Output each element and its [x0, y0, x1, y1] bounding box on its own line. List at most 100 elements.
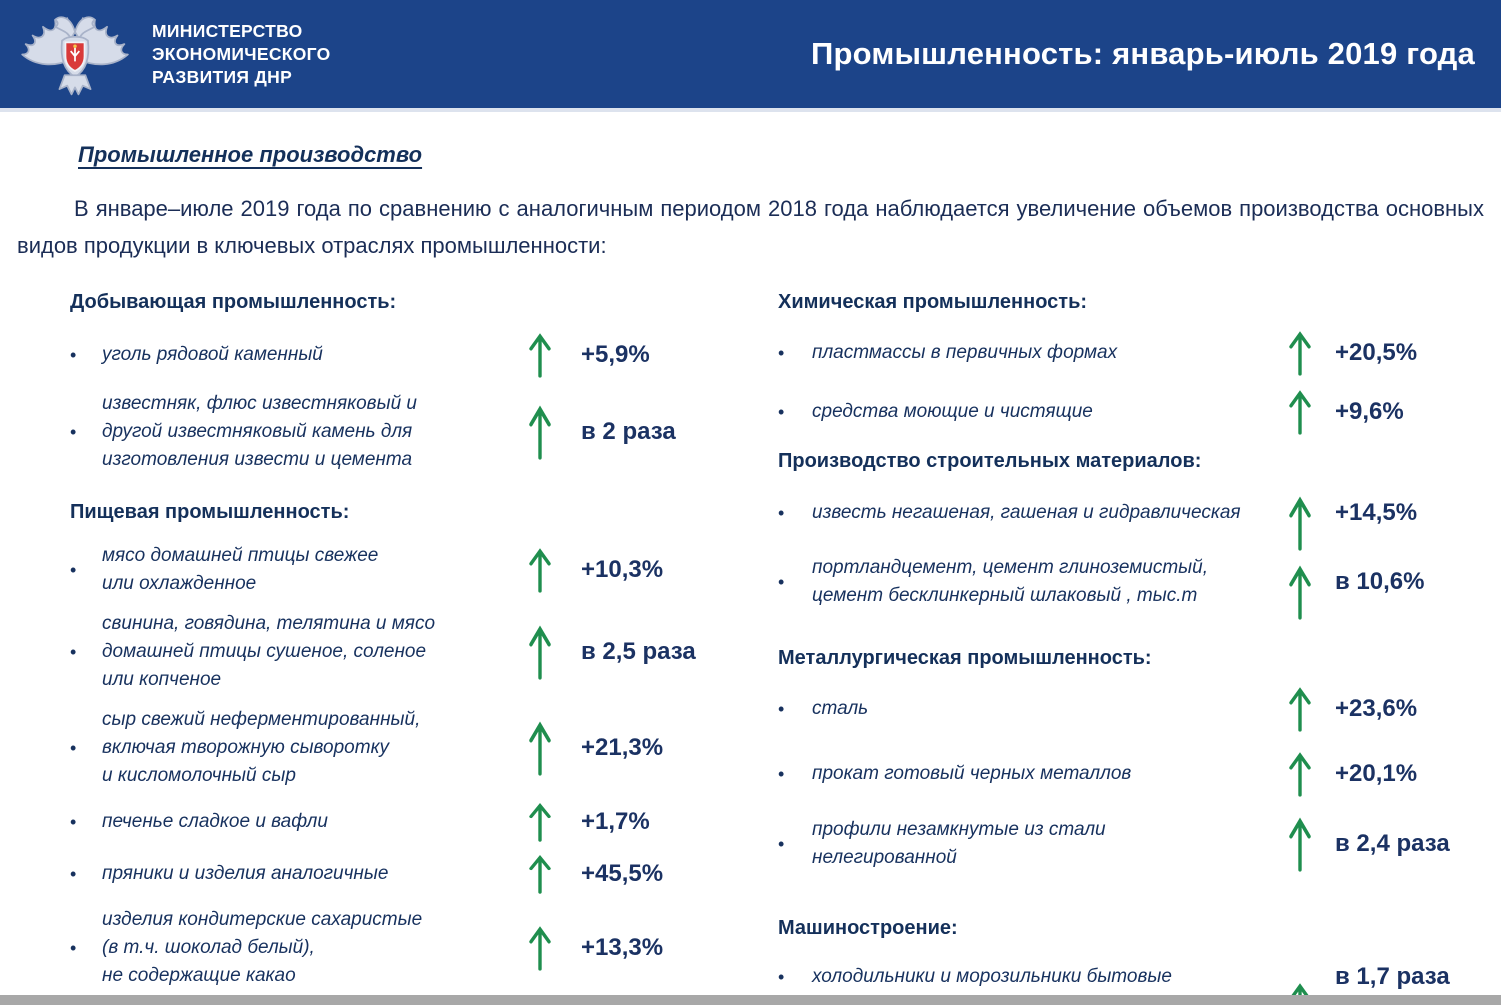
item-value: +9,6%	[1335, 398, 1404, 425]
section-metallurgy: Металлургическая промышленность: • сталь…	[778, 646, 1501, 872]
up-arrow-icon	[1287, 389, 1329, 435]
item-text: свинина, говядина, телятина и мясо домаш…	[102, 613, 436, 690]
item-text: сыр свежий неферментированный, включая т…	[102, 709, 421, 786]
item-text: печенье сладкое и вафли	[102, 811, 328, 832]
item-value: +21,3%	[581, 734, 664, 761]
up-arrow-icon	[527, 720, 575, 776]
item-value: +45,5%	[581, 860, 664, 887]
list-item: • свинина, говядина, телятина и мясо дом…	[70, 610, 710, 694]
item-text: профили незамкнутые из стали нелегирован…	[812, 819, 1106, 868]
bullet-dot: •	[70, 864, 77, 884]
item-value: +13,3%	[581, 934, 664, 961]
up-arrow-icon	[1287, 982, 1329, 1005]
bullet-dot: •	[70, 738, 77, 758]
bullet-dot: •	[70, 560, 77, 580]
item-value: +20,1%	[1335, 760, 1418, 787]
left-column: Добывающая промышленность: • уголь рядов…	[70, 264, 710, 1002]
list-item: • печенье сладкое и вафли +1,7%	[70, 802, 710, 842]
item-text: холодильники и морозильники бытовые	[812, 966, 1172, 987]
bullet-dot: •	[778, 699, 785, 719]
item-text: портландцемент, цемент глиноземистый, це…	[812, 557, 1209, 606]
item-value: +5,9%	[581, 341, 650, 368]
up-arrow-icon	[1287, 495, 1329, 551]
section-heading: Добывающая промышленность:	[70, 291, 397, 313]
list-item: • портландцемент, цемент глиноземистый, …	[778, 554, 1501, 620]
section-heading: Химическая промышленность:	[778, 291, 1088, 313]
item-value: в 10,6%	[1335, 568, 1425, 595]
list-item: • мясо домашней птицы свежее или охлажде…	[70, 542, 710, 598]
section-mining: Добывающая промышленность: • уголь рядов…	[70, 290, 710, 474]
bullet-dot: •	[70, 422, 77, 442]
header-bar: МИНИСТЕРСТВО ЭКОНОМИЧЕСКОГО РАЗВИТИЯ ДНР…	[0, 0, 1501, 112]
item-value: в 1,7 раза	[1335, 963, 1450, 990]
item-text: пластмассы в первичных формах	[812, 342, 1118, 363]
section-heading: Машиностроение:	[778, 917, 958, 939]
bullet-dot: •	[70, 812, 77, 832]
item-text: прокат готовый черных металлов	[812, 763, 1132, 784]
item-text: средства моющие и чистящие	[812, 401, 1093, 422]
bullet-dot: •	[778, 343, 785, 363]
section-building-materials: Производство строительных материалов: • …	[778, 449, 1501, 620]
up-arrow-icon	[1287, 686, 1329, 732]
item-value: в 2,5 раза	[581, 638, 696, 665]
list-item: • известняк, флюс известняковый и другой…	[70, 390, 710, 474]
bullet-dot: •	[70, 642, 77, 662]
up-arrow-icon	[527, 624, 575, 680]
list-item: • сталь +23,6%	[778, 686, 1501, 732]
list-item: • сыр свежий неферментированный, включая…	[70, 706, 710, 790]
up-arrow-icon	[527, 802, 575, 842]
item-value: +1,7%	[581, 808, 650, 835]
page-title: Промышленность: январь-июль 2019 года	[811, 36, 1475, 71]
up-arrow-icon	[527, 547, 575, 593]
bullet-dot: •	[778, 764, 785, 784]
section-heading: Пищевая промышленность:	[70, 501, 350, 523]
bullet-dot: •	[778, 503, 785, 523]
bullet-dot: •	[70, 345, 77, 365]
up-arrow-icon	[527, 854, 575, 894]
item-value: +23,6%	[1335, 695, 1418, 722]
list-item: • изделия кондитерские сахаристые (в т.ч…	[70, 906, 710, 990]
two-column-layout: Добывающая промышленность: • уголь рядов…	[0, 264, 1501, 1005]
up-arrow-icon	[527, 925, 575, 971]
item-text: известняк, флюс известняковый и другой и…	[102, 393, 417, 470]
list-item: • пряники и изделия аналогичные +45,5%	[70, 854, 710, 894]
dnr-eagle-icon	[21, 15, 129, 95]
item-text: мясо домашней птицы свежее или охлажденн…	[102, 545, 379, 594]
section-food: Пищевая промышленность: • мясо домашней …	[70, 500, 710, 990]
list-item: • пластмассы в первичных формах +20,5%	[778, 330, 1501, 376]
item-text: сталь	[812, 698, 869, 719]
bottom-bar	[0, 995, 1501, 1005]
up-arrow-icon	[1287, 751, 1329, 797]
item-text: известь негашеная, гашеная и гидравличес…	[812, 502, 1241, 523]
up-arrow-icon	[527, 404, 575, 460]
item-text: уголь рядовой каменный	[102, 344, 323, 365]
up-arrow-icon	[1287, 564, 1329, 620]
list-item: • холодильники и морозильники бытовые в …	[778, 954, 1501, 1005]
item-text: пряники и изделия аналогичные	[102, 863, 389, 884]
list-item: • средства моющие и чистящие +9,6%	[778, 389, 1501, 435]
ministry-name: МИНИСТЕРСТВО ЭКОНОМИЧЕСКОГО РАЗВИТИЯ ДНР	[152, 20, 331, 87]
section-chemical: Химическая промышленность: • пластмассы …	[778, 290, 1501, 435]
right-column: Химическая промышленность: • пластмассы …	[778, 264, 1501, 1005]
up-arrow-icon	[1287, 816, 1329, 872]
bullet-dot: •	[778, 834, 785, 854]
up-arrow-icon	[1287, 330, 1329, 376]
item-value: +20,5%	[1335, 339, 1418, 366]
item-value: +10,3%	[581, 556, 664, 583]
item-value: в 2 раза	[581, 418, 676, 445]
bullet-dot: •	[778, 402, 785, 422]
list-item: • известь негашеная, гашеная и гидравлич…	[778, 485, 1501, 551]
section-heading: Производство строительных материалов:	[778, 450, 1202, 472]
bullet-dot: •	[70, 938, 77, 958]
ministry-logo	[0, 2, 150, 106]
item-text: изделия кондитерские сахаристые (в т.ч. …	[102, 909, 423, 986]
list-item: • прокат готовый черных металлов +20,1%	[778, 751, 1501, 797]
bullet-dot: •	[778, 967, 785, 987]
content-heading: Промышленное производство	[78, 142, 423, 167]
list-item: • уголь рядовой каменный +5,9%	[70, 332, 710, 378]
bullet-dot: •	[778, 572, 785, 592]
item-value: +14,5%	[1335, 499, 1418, 526]
intro-paragraph: В январе–июле 2019 года по сравнению с а…	[17, 196, 1484, 258]
section-machinery: Машиностроение: • холодильники и морозил…	[778, 916, 1501, 1005]
